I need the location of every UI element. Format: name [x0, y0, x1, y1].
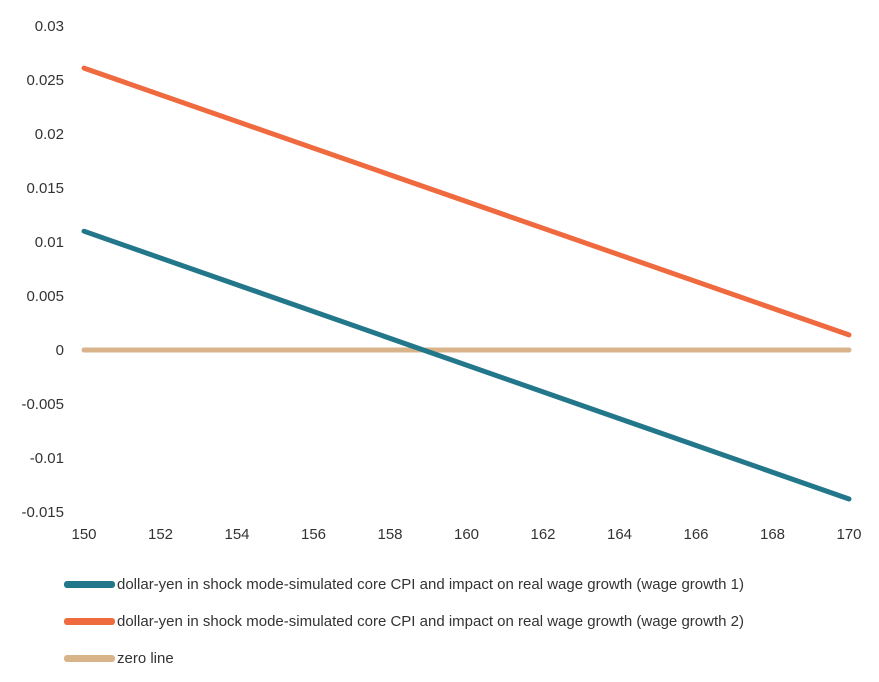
y-tick-label: 0.005 [26, 288, 64, 305]
x-tick-label: 162 [530, 526, 555, 543]
x-tick-label: 170 [836, 526, 861, 543]
y-axis-ticks: 0.03 0.025 0.02 0.015 0.01 0.005 0 -0.005 -0.01 -… [21, 18, 64, 521]
legend-label-wage-growth-1: dollar-yen in shock mode-simulated core … [117, 576, 744, 593]
series-line-wage-growth-1 [81, 228, 852, 502]
x-tick-label: 160 [454, 526, 479, 543]
x-tick-label: 168 [760, 526, 785, 543]
x-tick-label: 154 [224, 526, 249, 543]
y-tick-label: 0.025 [26, 72, 64, 89]
legend-item-wage-growth-2: dollar-yen in shock mode-simulated core … [64, 603, 744, 640]
y-tick-label: 0.02 [35, 126, 64, 143]
chart-plot: 0.03 0.025 0.02 0.015 0.01 0.005 0 -0.005 -0.01 -… [21, 18, 861, 543]
x-tick-label: 164 [607, 526, 632, 543]
series-lines [81, 65, 852, 502]
legend-swatch-wage-growth-2 [64, 618, 115, 625]
y-tick-label: 0.01 [35, 234, 64, 251]
legend-label-zero-line: zero line [117, 650, 174, 667]
legend-swatch-zero-line [64, 655, 115, 662]
legend-item-zero-line: zero line [64, 640, 744, 677]
y-tick-label: -0.01 [30, 450, 64, 467]
x-axis-ticks: 150 152 154 156 158 160 162 164 166 168 170 [71, 526, 861, 543]
x-tick-label: 156 [301, 526, 326, 543]
y-tick-label: 0 [56, 342, 64, 359]
x-tick-label: 158 [377, 526, 402, 543]
series-line-wage-growth-2 [81, 65, 852, 338]
legend-item-wage-growth-1: dollar-yen in shock mode-simulated core … [64, 566, 744, 603]
x-tick-label: 152 [148, 526, 173, 543]
legend-label-wage-growth-2: dollar-yen in shock mode-simulated core … [117, 613, 744, 630]
y-tick-label: -0.005 [21, 396, 64, 413]
x-tick-label: 150 [71, 526, 96, 543]
x-tick-label: 166 [683, 526, 708, 543]
y-tick-label: -0.015 [21, 504, 64, 521]
y-tick-label: 0.015 [26, 180, 64, 197]
legend: dollar-yen in shock mode-simulated core … [64, 566, 744, 677]
legend-swatch-wage-growth-1 [64, 581, 115, 588]
y-tick-label: 0.03 [35, 18, 64, 35]
